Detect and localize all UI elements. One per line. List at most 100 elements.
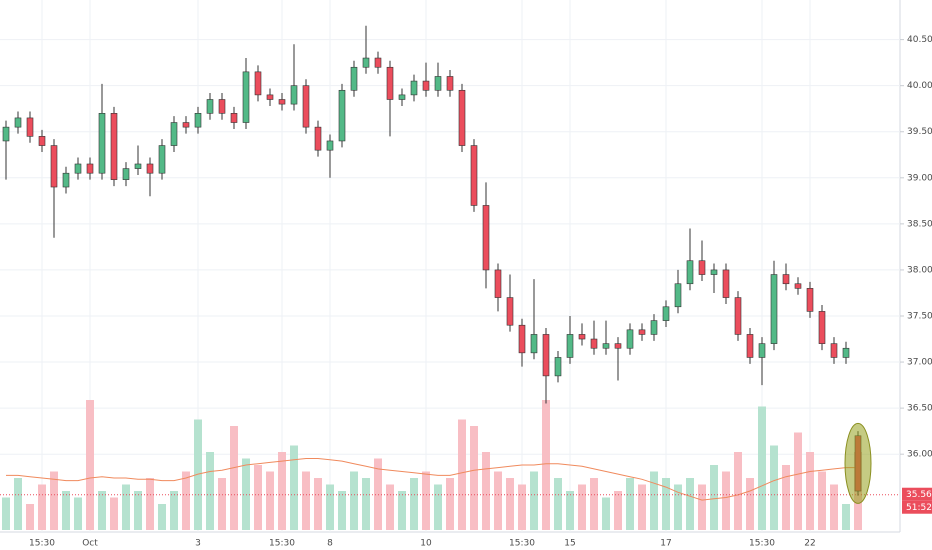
candle-body [122,168,130,180]
candle-body [338,89,346,142]
candle-body [818,311,826,344]
volume-bar [722,471,730,530]
candle-body [170,122,178,146]
volume-bar [350,471,358,530]
candle-body [254,71,262,96]
volume-bar [338,491,346,530]
volume-bar [650,471,658,530]
y-tick-label: 40.50 [907,35,932,45]
candle-body [2,126,10,142]
x-tick-label: 15:30 [269,539,295,549]
volume-bar [434,484,442,530]
volume-bar [674,484,682,530]
x-tick-label: 22 [804,539,815,549]
volume-bar [26,504,34,530]
volume-bar [830,484,838,530]
candle-body [830,343,838,358]
candle-body [86,163,94,174]
x-tick-label: 15 [564,539,575,549]
volume-bar [2,497,10,530]
candle-body [74,163,82,174]
y-tick-label: 37.00 [907,358,932,368]
x-tick-label: 17 [660,539,671,549]
candle-body [734,297,742,335]
candle-body [674,283,682,308]
volume-bar [122,484,130,530]
countdown-label: 51:52 [906,503,932,513]
y-tick-label: 38.00 [907,265,932,275]
x-tick-label: 15:30 [749,539,775,549]
candle-body [350,66,358,91]
volume-bar [446,478,454,530]
volume-bar [38,484,46,530]
volume-bar [494,471,502,530]
x-tick-label: 10 [420,539,432,549]
volume-bar [74,497,82,530]
volume-bar [458,419,466,530]
candle-body [590,338,598,349]
candle-body [62,172,70,188]
y-tick-label: 39.00 [907,173,932,183]
volume-bar [530,471,538,530]
candle-body [806,288,814,312]
volume-bar [362,478,370,530]
volume-bar [86,400,94,530]
candle-body [326,140,334,151]
candle-body [842,347,850,358]
volume-bar [746,478,754,530]
volume-bar [782,465,790,530]
volume-bar [410,478,418,530]
candle-body [650,320,658,335]
candle-body [26,117,34,137]
y-tick-label: 40.00 [907,81,932,91]
volume-bar [662,478,670,530]
candle-body [554,357,562,377]
candle-body [746,334,754,358]
volume-bar [62,491,70,530]
candle-body [662,306,670,321]
volume-bar [134,491,142,530]
candle-body [758,343,766,358]
volume-bar [626,478,634,530]
countdown-box [902,500,932,514]
x-tick-label: 15:30 [509,539,535,549]
y-tick-label: 36.50 [907,404,932,414]
volume-bar [590,478,598,530]
volume-bar [314,478,322,530]
volume-bar [770,445,778,530]
candle-body [770,274,778,344]
candle-body [458,89,466,146]
volume-bar [482,452,490,530]
candle-body [710,269,718,275]
candle-body [98,113,106,174]
volume-bar [266,471,274,530]
candle-body [218,99,226,114]
last-price-label: 35.56 [906,490,932,500]
volume-bar [638,484,646,530]
volume-bar [254,465,262,530]
candle-body [434,76,442,91]
candle-body [626,329,634,349]
candle-body [518,324,526,354]
volume-bar [614,491,622,530]
y-tick-label: 37.50 [907,311,932,321]
volume-bar [110,497,118,530]
volume-bar [842,504,850,530]
volume-bar [170,491,178,530]
candle-body [290,85,298,105]
volume-bar [398,491,406,530]
candle-body [494,269,502,298]
candle-body [506,297,514,326]
volume-bar [422,471,430,530]
candle-body [422,80,430,91]
candle-body [182,122,190,128]
volume-bar [50,471,58,530]
volume-bar [326,484,334,530]
volume-bar [158,504,166,530]
volume-bar [506,478,514,530]
candle-body [266,94,274,100]
volume-bar [758,406,766,530]
candle-body [206,99,214,114]
volume-bar [182,471,190,530]
y-tick-label: 36.00 [907,450,932,460]
